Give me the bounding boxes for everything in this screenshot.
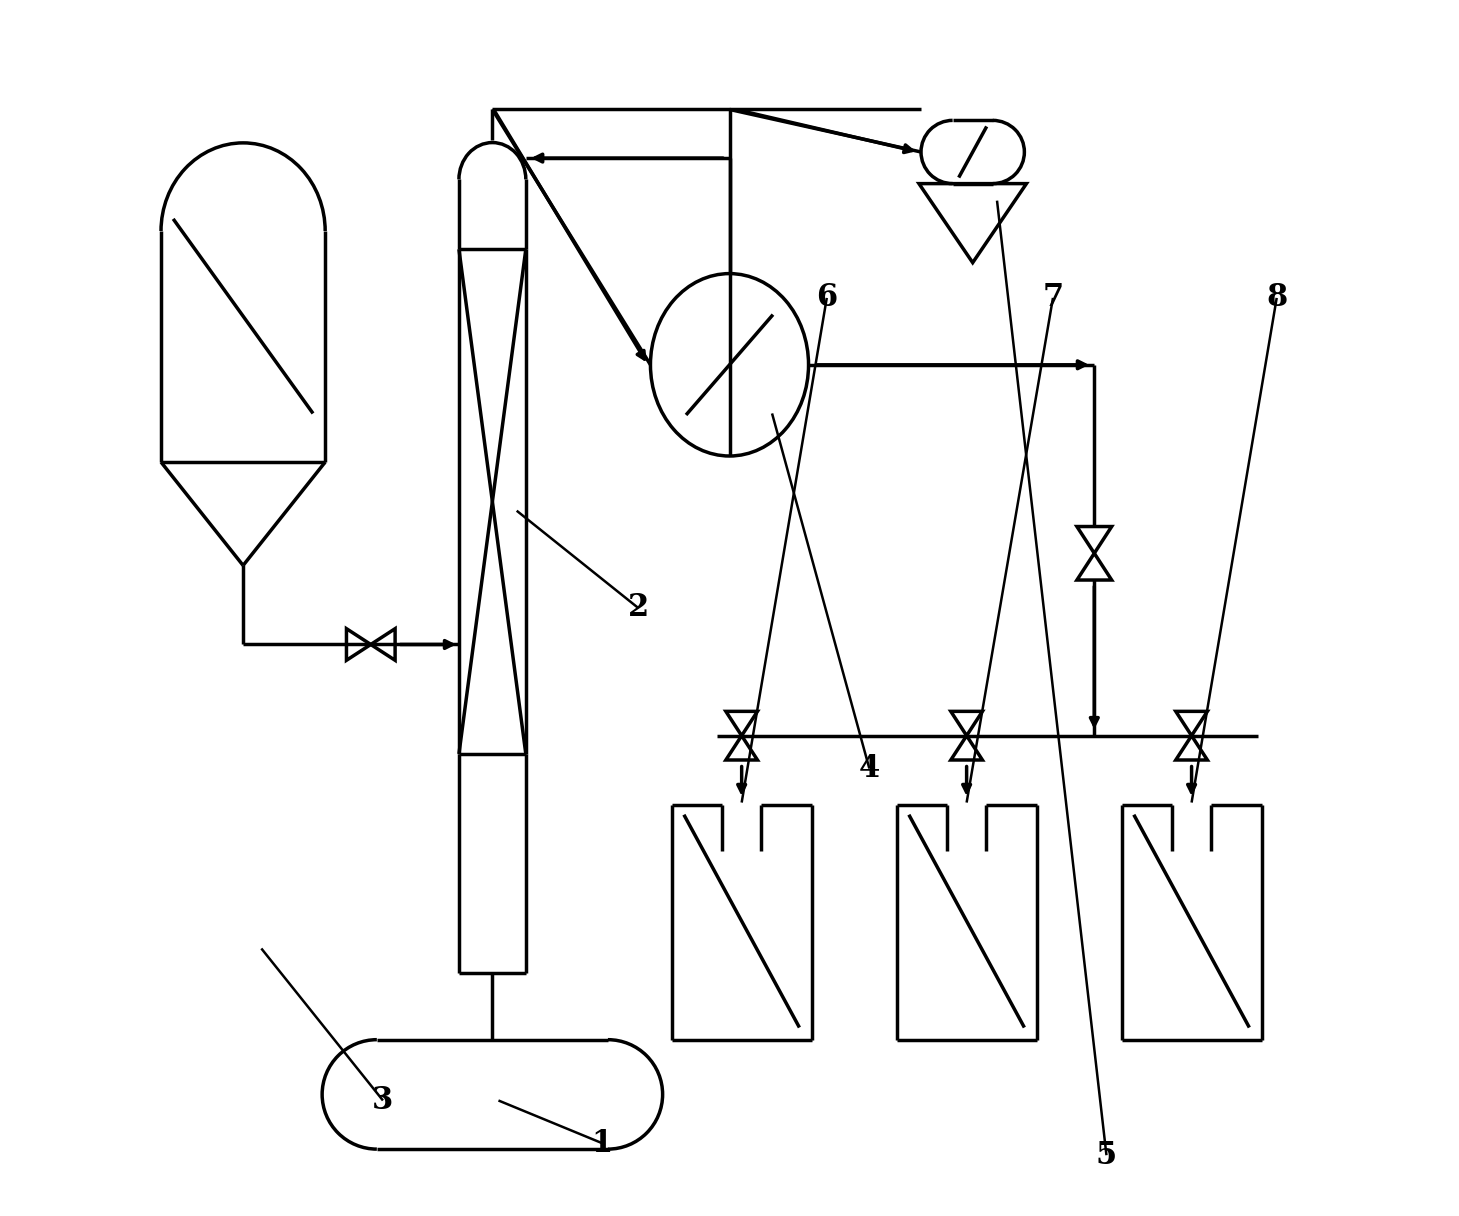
Text: 5: 5 [1096,1139,1118,1171]
Text: 2: 2 [627,592,649,624]
Text: 1: 1 [591,1127,613,1159]
Text: 8: 8 [1266,282,1287,314]
Text: 7: 7 [1042,282,1064,314]
Text: 3: 3 [372,1085,394,1116]
Text: 4: 4 [859,753,880,784]
Text: 6: 6 [816,282,837,314]
